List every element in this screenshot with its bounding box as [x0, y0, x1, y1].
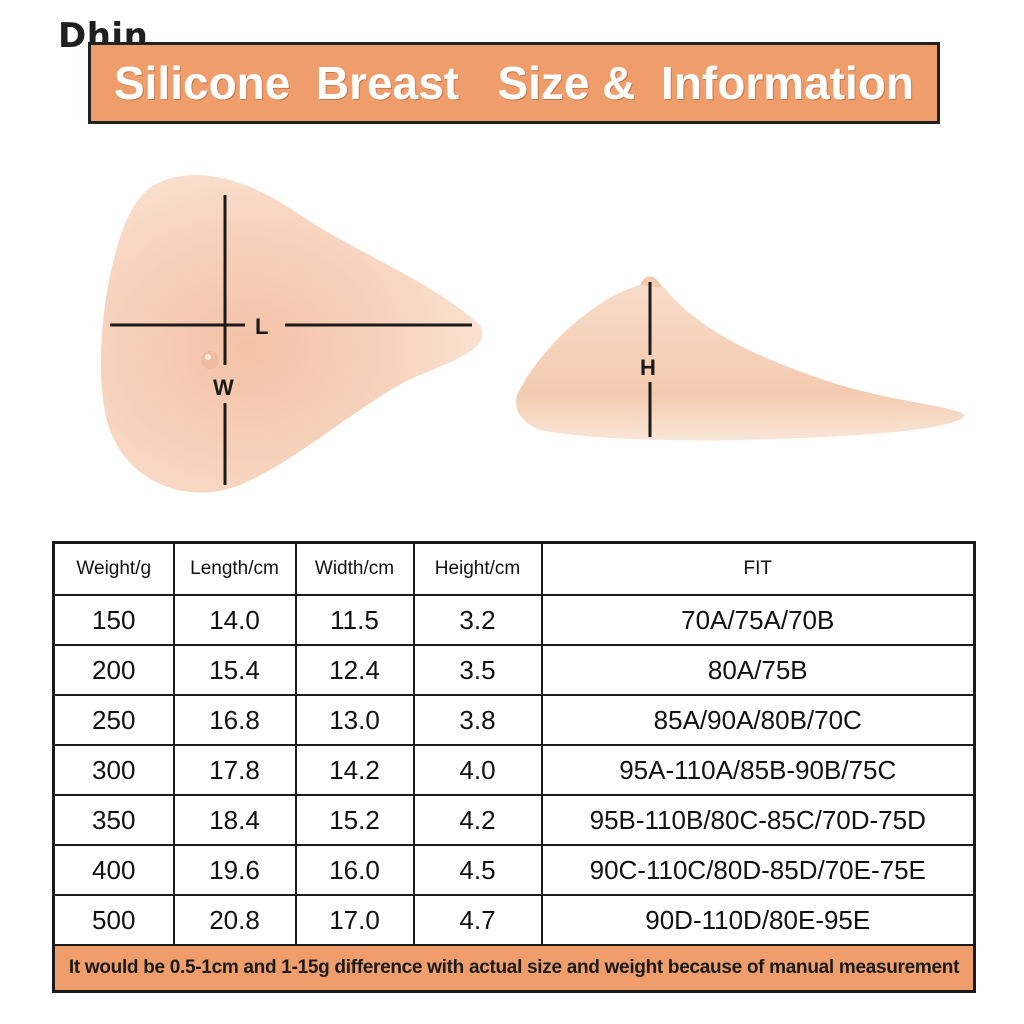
table-row: 250 16.8 13.0 3.8 85A/90A/80B/70C	[52, 694, 976, 746]
front-view-shape	[100, 174, 483, 493]
product-illustration: L W H	[100, 174, 965, 493]
cell-height: 3.8	[412, 694, 543, 746]
cell-fit: 85A/90A/80B/70C	[540, 694, 976, 746]
cell-width: 17.0	[294, 894, 415, 946]
cell-length: 16.8	[172, 694, 297, 746]
cell-fit: 90D-110D/80E-95E	[540, 894, 976, 946]
table-row: 200 15.4 12.4 3.5 80A/75B	[52, 644, 976, 696]
side-view-shape	[516, 281, 965, 441]
cell-fit: 95B-110B/80C-85C/70D-75D	[540, 794, 976, 846]
table-note-row: It would be 0.5-1cm and 1-15g difference…	[52, 944, 976, 993]
measurement-note: It would be 0.5-1cm and 1-15g difference…	[52, 944, 976, 993]
cell-fit: 80A/75B	[540, 644, 976, 696]
cell-height: 4.0	[412, 744, 543, 796]
header-fit: FIT	[540, 541, 976, 596]
banner-title: Silicone Breast Size & Information	[113, 57, 915, 109]
cell-fit: 95A-110A/85B-90B/75C	[540, 744, 976, 796]
cell-width: 14.2	[294, 744, 415, 796]
cell-weight: 500	[52, 894, 175, 946]
cell-fit: 90C-110C/80D-85D/70E-75E	[540, 844, 976, 896]
cell-length: 17.8	[172, 744, 297, 796]
table-row: 300 17.8 14.2 4.0 95A-110A/85B-90B/75C	[52, 744, 976, 796]
length-label: L	[255, 314, 268, 339]
table-row: 500 20.8 17.0 4.7 90D-110D/80E-95E	[52, 894, 976, 946]
header-weight: Weight/g	[52, 541, 175, 596]
cell-length: 18.4	[172, 794, 297, 846]
cell-length: 14.0	[172, 594, 297, 646]
cell-height: 4.5	[412, 844, 543, 896]
width-label: W	[213, 375, 234, 400]
cell-weight: 300	[52, 744, 175, 796]
cell-length: 19.6	[172, 844, 297, 896]
cell-weight: 400	[52, 844, 175, 896]
cell-width: 12.4	[294, 644, 415, 696]
front-view: L W	[100, 174, 483, 493]
cell-height: 4.7	[412, 894, 543, 946]
header-length: Length/cm	[172, 541, 297, 596]
cell-height: 3.2	[412, 594, 543, 646]
header-width: Width/cm	[294, 541, 415, 596]
cell-fit: 70A/75A/70B	[540, 594, 976, 646]
table-row: 350 18.4 15.2 4.2 95B-110B/80C-85C/70D-7…	[52, 794, 976, 846]
cell-width: 11.5	[294, 594, 415, 646]
cell-length: 20.8	[172, 894, 297, 946]
cell-weight: 250	[52, 694, 175, 746]
cell-weight: 350	[52, 794, 175, 846]
front-view-nipple	[201, 351, 219, 369]
cell-width: 13.0	[294, 694, 415, 746]
size-table: Weight/g Length/cm Width/cm Height/cm FI…	[52, 541, 976, 993]
cell-weight: 150	[52, 594, 175, 646]
cell-width: 16.0	[294, 844, 415, 896]
height-label: H	[640, 355, 656, 380]
table-row: 150 14.0 11.5 3.2 70A/75A/70B	[52, 594, 976, 646]
header-height: Height/cm	[412, 541, 543, 596]
cell-length: 15.4	[172, 644, 297, 696]
cell-height: 4.2	[412, 794, 543, 846]
title-banner: Silicone Breast Size & Information	[88, 42, 940, 124]
cell-width: 15.2	[294, 794, 415, 846]
cell-weight: 200	[52, 644, 175, 696]
cell-height: 3.5	[412, 644, 543, 696]
table-header-row: Weight/g Length/cm Width/cm Height/cm FI…	[52, 541, 976, 596]
side-view: H	[516, 276, 965, 441]
table-row: 400 19.6 16.0 4.5 90C-110C/80D-85D/70E-7…	[52, 844, 976, 896]
